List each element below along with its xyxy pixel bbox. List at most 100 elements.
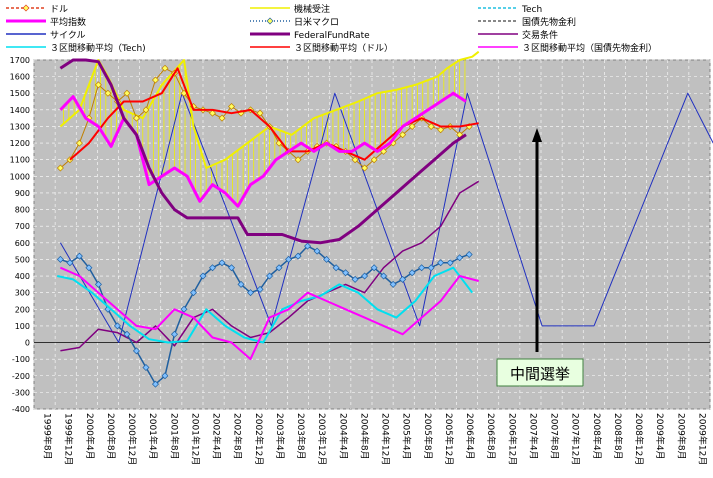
- series-marker: [142, 106, 150, 114]
- series-marker: [123, 330, 131, 338]
- x-tick-label: 2003年4月: [274, 413, 286, 460]
- legend-label: ドル: [50, 5, 68, 15]
- series-marker: [142, 363, 150, 371]
- y-tick-label: 800: [15, 206, 30, 215]
- series-marker: [427, 264, 435, 272]
- y-tick-label: 200: [15, 305, 30, 314]
- x-tick-label: 2004年8月: [358, 413, 370, 460]
- y-tick-label: 1000: [10, 172, 30, 181]
- series-marker: [199, 272, 207, 280]
- series-marker: [389, 280, 397, 288]
- y-tick-label: -300: [12, 388, 30, 397]
- series-marker: [113, 322, 121, 330]
- x-tick-label: 2000年12月: [126, 413, 138, 465]
- series-marker: [161, 372, 169, 380]
- series-line: [59, 58, 467, 245]
- series-line: [56, 266, 474, 344]
- series-marker: [123, 89, 131, 97]
- legend-label: ３区間移動平均（国債先物金利）: [522, 42, 657, 54]
- y-tick-label: 300: [15, 289, 30, 298]
- series-marker: [351, 156, 359, 164]
- series-marker: [75, 139, 83, 147]
- series-marker: [94, 81, 102, 89]
- y-tick-label: -400: [12, 405, 30, 414]
- series-marker: [85, 264, 93, 272]
- legend-label: 機械受注: [294, 3, 330, 15]
- series-marker: [237, 280, 245, 288]
- series-marker: [275, 264, 283, 272]
- series-marker: [75, 252, 83, 260]
- x-tick-label: 2000年4月: [84, 413, 96, 460]
- series-marker: [189, 289, 197, 297]
- series-marker: [361, 272, 369, 280]
- y-tick-label: 900: [15, 189, 30, 198]
- series-marker: [342, 269, 350, 277]
- legend-label: 日米マクロ: [294, 16, 339, 28]
- y-tick-label: 1300: [10, 122, 30, 131]
- series-marker: [56, 164, 64, 172]
- y-tick-label: 600: [15, 239, 30, 248]
- y-tick-label: 400: [15, 272, 30, 281]
- series-marker: [256, 109, 264, 117]
- series-marker: [427, 122, 435, 130]
- series-marker: [437, 259, 445, 267]
- series-marker: [370, 156, 378, 164]
- series-marker: [408, 269, 416, 277]
- series-marker: [418, 264, 426, 272]
- legend-marker: [22, 4, 30, 12]
- annotation-arrowhead: [532, 128, 542, 142]
- series-marker: [218, 114, 226, 122]
- y-tick-label: 1100: [10, 156, 30, 165]
- y-tick-label: 1700: [10, 56, 30, 65]
- legend-label: ３区間移動平均（Tech): [50, 42, 146, 54]
- series-marker: [228, 264, 236, 272]
- x-tick-label: 2008年12月: [633, 413, 645, 465]
- y-tick-label: 1200: [10, 139, 30, 148]
- series-marker: [56, 255, 64, 263]
- x-tick-label: 2009年12月: [696, 413, 708, 465]
- x-tick-label: 2009年4月: [654, 413, 666, 460]
- series-marker: [151, 380, 159, 388]
- x-tick-label: 2008年4月: [591, 413, 603, 460]
- series-marker: [228, 103, 236, 111]
- series-marker: [66, 259, 74, 267]
- x-tick-label: 2001年12月: [189, 413, 201, 465]
- series-marker: [209, 264, 217, 272]
- y-tick-label: -200: [12, 372, 30, 381]
- series-marker: [332, 264, 340, 272]
- x-tick-label: 2006年4月: [464, 413, 476, 460]
- legend-label: FederalFundRate: [294, 31, 370, 41]
- y-tick-label: 1600: [10, 73, 30, 82]
- series-marker: [209, 109, 217, 117]
- series-marker: [170, 330, 178, 338]
- x-tick-label: 2009年8月: [675, 413, 687, 460]
- x-tick-label: 2007年8月: [549, 413, 561, 460]
- series-marker: [399, 275, 407, 283]
- series-marker: [285, 255, 293, 263]
- series-marker: [94, 280, 102, 288]
- x-tick-label: 2001年8月: [168, 413, 180, 460]
- series-marker: [361, 164, 369, 172]
- series-marker: [437, 126, 445, 134]
- x-tick-label: 2006年8月: [485, 413, 497, 460]
- x-tick-label: 2002年12月: [253, 413, 265, 465]
- legend-label: 平均指数: [50, 16, 86, 28]
- series-marker: [218, 259, 226, 267]
- x-tick-label: 2005年8月: [422, 413, 434, 460]
- x-tick-label: 2002年8月: [232, 413, 244, 460]
- series-marker: [294, 156, 302, 164]
- x-tick-label: 2008年8月: [612, 413, 624, 460]
- x-tick-label: 2000年8月: [105, 413, 117, 460]
- legend-label: 交易条件: [522, 29, 558, 41]
- series-marker: [323, 255, 331, 263]
- x-tick-label: 2002年4月: [211, 413, 223, 460]
- y-tick-label: 1500: [10, 89, 30, 98]
- x-tick-label: 2003年8月: [295, 413, 307, 460]
- legend-label: 国債先物金利: [522, 16, 576, 28]
- series-marker: [104, 89, 112, 97]
- series-marker: [294, 252, 302, 260]
- legend-label: サイクル: [50, 30, 86, 41]
- annotation-box: [496, 358, 584, 387]
